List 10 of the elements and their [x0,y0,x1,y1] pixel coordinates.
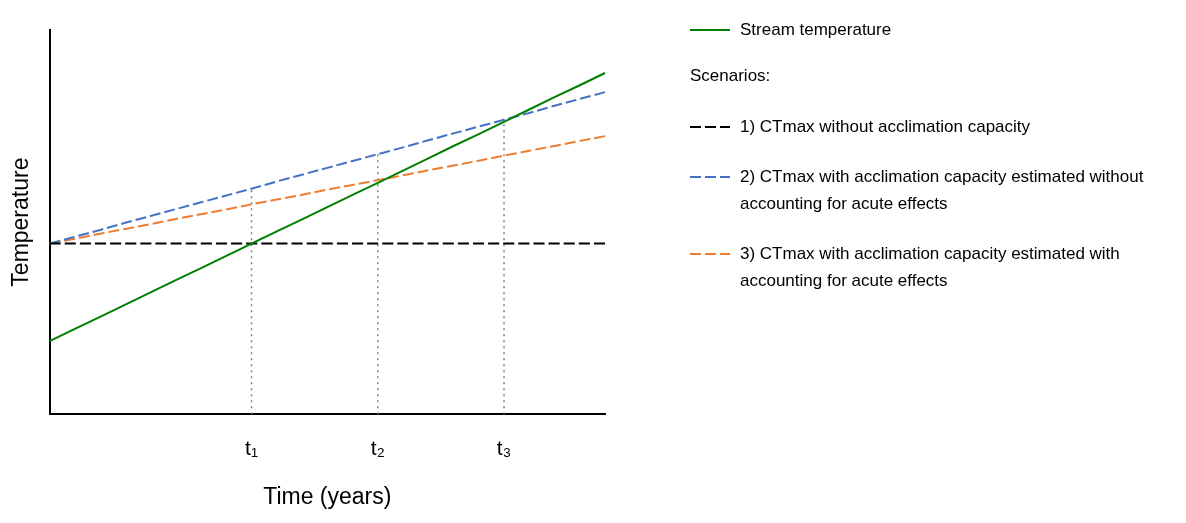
x-tick-label: t₁ [245,435,259,459]
legend-label: 2) CTmax with acclimation capacity estimated without accounting for acute effects [740,166,1144,213]
legend-title: Scenarios: [690,65,771,85]
x-axis-title: Time (years) [263,482,392,509]
x-tick-label: t₂ [370,435,385,459]
legend-label: Stream temperature [740,19,892,39]
legend-label: 1) CTmax without acclimation capacity [740,116,1031,136]
x-tick-label: t₃ [496,435,512,459]
legend-label: 3) CTmax with acclimation capacity estimated with accounting for acute effects [740,243,1120,290]
y-axis-title: Temperature [7,157,34,287]
